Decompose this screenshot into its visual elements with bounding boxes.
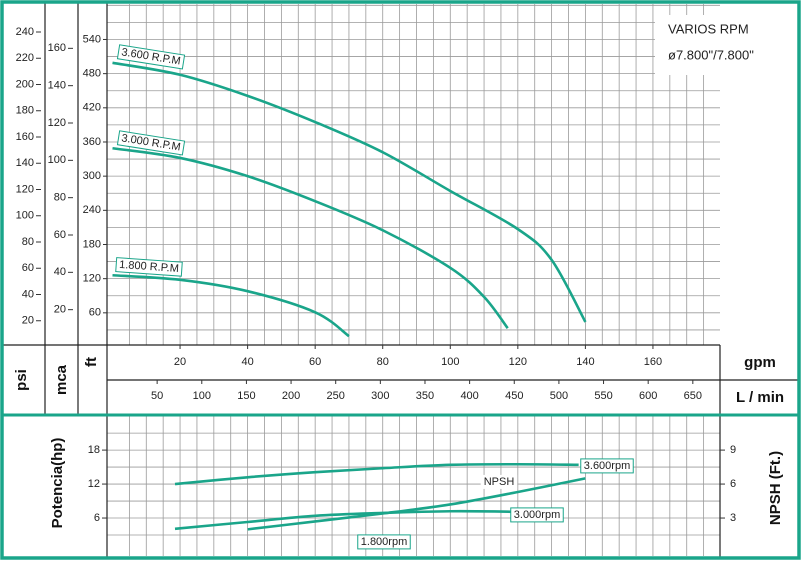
ft-label: ft [83,357,100,367]
y-tick-label: 420 [83,102,101,114]
y-tick-label: 180 [83,238,101,250]
y-tick-label: 60 [22,262,34,274]
y-tick-label: 120 [48,117,66,129]
x2-tick-label: 150 [237,390,255,402]
y-tick-label: 6 [94,512,100,524]
y-tick-label: 6 [730,478,736,490]
y-tick-label: 240 [83,204,101,216]
y-tick-label: 180 [16,105,34,117]
title-box [655,15,790,75]
label-text: 3.000rpm [514,509,560,521]
x-tick-label: 160 [644,356,662,368]
x2-tick-label: 350 [416,390,434,402]
gpm-label: gpm [744,354,776,371]
y-tick-label: 200 [16,78,34,90]
x-tick-label: 20 [174,356,186,368]
frame [3,3,798,558]
curve [112,273,350,338]
y-tick-label: 3 [730,512,736,524]
label-box [116,130,186,156]
y-tick-label: 60 [89,307,101,319]
y-tick-label: 40 [22,288,34,300]
curve-label: 1.800rpm [357,534,411,550]
y-tick-label: 80 [54,192,66,204]
y-tick-label: 20 [54,304,66,316]
x-tick-label: 80 [377,356,389,368]
y-tick-label: 300 [83,170,101,182]
label-text: 1.800 R.P.M [119,259,179,275]
x2-tick-label: 250 [327,390,345,402]
label-box [116,44,186,70]
lmin-label: L / min [736,389,784,406]
y-tick-label: 60 [54,229,66,241]
y-tick-label: 240 [16,26,34,38]
y-tick-label: 12 [88,478,100,490]
y-tick-label: 80 [22,236,34,248]
x2-tick-label: 600 [639,390,657,402]
label-box [510,507,564,523]
label-text: 3.600rpm [584,460,630,472]
label-box [480,474,518,489]
y-tick-label: 160 [48,42,66,54]
curve [112,61,587,323]
y-tick-label: 100 [48,154,66,166]
curve [112,146,509,329]
curve [174,462,579,486]
y-tick-label: 540 [83,33,101,45]
x2-tick-label: 200 [282,390,300,402]
y-tick-label: 160 [16,131,34,143]
x-tick-label: 120 [509,356,527,368]
curve-label: 1.800 R.P.M [115,257,183,277]
subtitle: ø7.800"/7.800" [668,47,754,62]
label-box [580,458,634,474]
y-tick-label: 360 [83,136,101,148]
title: VARIOS RPM [668,21,749,36]
x2-tick-label: 400 [460,390,478,402]
npsh-label: NPSH (Ft.) [767,451,784,525]
label-box [357,534,411,550]
curve-label: 3.600rpm [580,458,634,474]
x2-tick-label: 550 [594,390,612,402]
x-tick-label: 40 [241,356,253,368]
x2-tick-label: 50 [151,390,163,402]
label-text: NPSH [484,476,515,488]
y-tick-label: 140 [16,157,34,169]
x2-tick-label: 650 [684,390,702,402]
x-tick-label: 100 [441,356,459,368]
y-tick-label: 40 [54,266,66,278]
curve-label: 3.000rpm [510,507,564,523]
y-tick-label: 20 [22,315,34,327]
y-tick-label: 480 [83,68,101,80]
x2-tick-label: 500 [550,390,568,402]
y-tick-label: 9 [730,444,736,456]
label-text: 1.800rpm [361,536,407,548]
power-label: Potencia(hp) [49,438,66,529]
y-tick-label: 18 [88,444,100,456]
y-tick-label: 120 [16,183,34,195]
psi-label: psi [13,369,30,391]
x-tick-label: 60 [309,356,321,368]
y-tick-label: 120 [83,273,101,285]
y-tick-label: 140 [48,80,66,92]
x-tick-label: 140 [576,356,594,368]
mca-label: mca [53,364,70,395]
curve [247,477,586,531]
x2-tick-label: 300 [371,390,389,402]
label-box [115,257,183,277]
x2-tick-label: 450 [505,390,523,402]
x2-tick-label: 100 [193,390,211,402]
y-tick-label: 100 [16,210,34,222]
curve-label: NPSH [480,474,518,489]
y-tick-label: 220 [16,52,34,64]
